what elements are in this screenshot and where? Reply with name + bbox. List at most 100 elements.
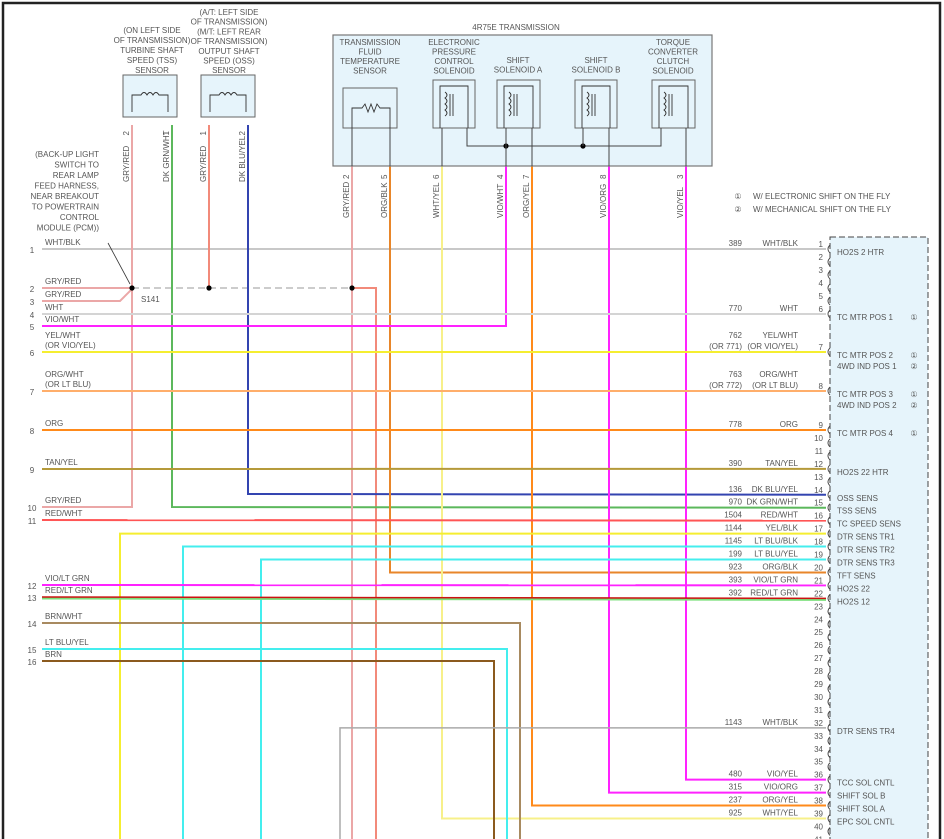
sensor-wire-color: DK BLU/YEL (238, 135, 247, 182)
pcm-pin-number: 28 (814, 667, 823, 676)
transmission-wire-color: VIO/ORG (599, 184, 608, 218)
oss-caption-line: (M/T: LEFT REAR (197, 27, 261, 36)
pcm-pin-terminal (827, 386, 831, 396)
pcm-pin-number: 26 (814, 641, 823, 650)
pcm-pin-number: 19 (814, 551, 823, 560)
solenoid-coil-icon (503, 85, 534, 128)
pcm-pin-terminal (827, 425, 831, 435)
transmission-wire-color: WHT/YEL (432, 182, 441, 218)
pcm-pin-terminal (827, 257, 831, 267)
pcm-pin-terminal (827, 594, 831, 603)
pcm-pin-number: 24 (814, 615, 823, 624)
left-wire-color: LT BLU/YEL (45, 638, 89, 647)
option-note: ① (910, 429, 917, 438)
circuit-number: 136 (729, 485, 743, 494)
pcm-pin-terminal (827, 697, 831, 707)
oss-caption-line: OF TRANSMISSION) (191, 18, 268, 27)
left-pin-number: 13 (28, 594, 37, 603)
circuit-number: 480 (729, 770, 743, 779)
transmission-pin-number: 6 (432, 174, 441, 179)
pcm-pin-number: 30 (814, 693, 823, 702)
pcm-pin-terminal (827, 619, 831, 629)
pcm-pin-terminal (827, 788, 831, 797)
wire-red-lt-grn-392 (41, 596, 827, 600)
pcm-pin-number: 16 (814, 512, 823, 521)
pcm-pin-function: DTR SENS TR4 (837, 727, 895, 736)
wire-gry-red-splice-out (352, 287, 377, 839)
left-wire-color: TAN/YEL (45, 458, 78, 467)
circuit-number: 762 (729, 331, 743, 340)
pcm-pin-number: 13 (814, 473, 823, 482)
tcc-solenoid-label: CLUTCH (657, 57, 690, 66)
tss-caption-line: SENSOR (135, 66, 169, 75)
pcm-pin-terminal (827, 581, 831, 590)
oss-caption-line: OF TRANSMISSION) (191, 37, 268, 46)
pcm-pin-number: 4 (819, 279, 824, 288)
pcm-pin-number: 2 (819, 253, 824, 262)
pcm-pin-function: OSS SENS (837, 494, 878, 503)
option-note: ② (910, 401, 917, 410)
wire-org-yel-237 (531, 166, 826, 807)
left-pin-number: 7 (30, 388, 35, 397)
solenoid-coil-icon (658, 85, 689, 128)
pcm-pin-number: 36 (814, 771, 823, 780)
left-wire-color: VIO/WHT (45, 315, 79, 324)
pcm-pin-function: HO2S 22 (837, 584, 870, 593)
pcm-wire-color: ORG/YEL (762, 796, 798, 805)
circuit-number: 763 (729, 370, 743, 379)
wire-lt-blu-blk-1145 (182, 545, 826, 839)
splice-leader-arrow (107, 242, 131, 285)
pcm-pin-terminal (827, 270, 831, 280)
splice-label: S141 (141, 295, 160, 304)
pcm-pin-number: 3 (819, 266, 824, 275)
pcm-pin-function: HO2S 22 HTR (837, 468, 889, 477)
wire-vio-org-315 (608, 166, 826, 794)
pcm-pin-terminal (827, 723, 831, 733)
pcm-pin-number: 15 (814, 499, 823, 508)
pcm-wire-color: VIO/YEL (767, 770, 799, 779)
circuit-number: 199 (729, 550, 743, 559)
wire-tss-gry-red (42, 125, 133, 508)
wire-yel-blk-1144 (119, 532, 826, 839)
left-pin-number: 1 (30, 246, 35, 255)
shift-solenoid-a-label: SHIFT (506, 56, 529, 65)
thermistor-icon (351, 102, 391, 128)
pcm-pin-terminal (827, 632, 831, 642)
wire-wht-blk-1143 (339, 727, 826, 839)
tcc-solenoid-label: CONVERTER (648, 48, 698, 57)
pcm-wire-color: LT BLU/YEL (754, 550, 798, 559)
pcm-pin-number: 6 (819, 305, 824, 314)
transmission-pin-number: 5 (380, 174, 389, 179)
circuit-number: 923 (729, 562, 743, 571)
pcm-wire-color: DK BLU/YEL (752, 485, 799, 494)
splice-note-line: (BACK-UP LIGHT (35, 150, 99, 159)
splice-dot (349, 285, 355, 291)
pcm-pin-number: 7 (819, 343, 824, 352)
pcm-pin-function: TCC SOL CNTL (837, 779, 895, 788)
left-wire-color: BRN/WHT (45, 612, 82, 621)
oss-caption-line: SENSOR (212, 66, 246, 75)
solenoid-coil-icon (439, 85, 469, 128)
circuit-number: 970 (729, 498, 743, 507)
pcm-pin-terminal (827, 645, 831, 655)
legend-mark: ① (734, 192, 741, 201)
pcm-wire-color: ORG/BLK (762, 562, 798, 571)
pcm-pin-number: 34 (814, 745, 823, 754)
pcm-wire-color: ORG/WHT (759, 370, 798, 379)
pcm-pin-number: 8 (819, 382, 824, 391)
pcm-connector-body (829, 236, 929, 839)
pcm-wire-color: LT BLU/BLK (754, 537, 798, 546)
pcm-wire-color: (OR LT BLU) (752, 381, 798, 390)
transmission-wire-color: VIO/YEL (676, 186, 685, 218)
left-wire-color: YEL/WHT (45, 331, 81, 340)
pcm-pin-number: 33 (814, 732, 823, 741)
pcm-pin-terminal (827, 451, 831, 461)
wire-red-lt-grn-stripe (41, 596, 827, 601)
option-note: ① (910, 390, 917, 399)
pcm-pin-number: 25 (814, 628, 823, 637)
left-pin-number: 9 (30, 466, 35, 475)
wire-gry-red-left-3 (42, 288, 133, 302)
left-wire-color: GRY/RED (45, 496, 82, 505)
splice-note-line: NEAR BREAKOUT (31, 192, 100, 201)
left-pin-number: 4 (30, 311, 35, 320)
